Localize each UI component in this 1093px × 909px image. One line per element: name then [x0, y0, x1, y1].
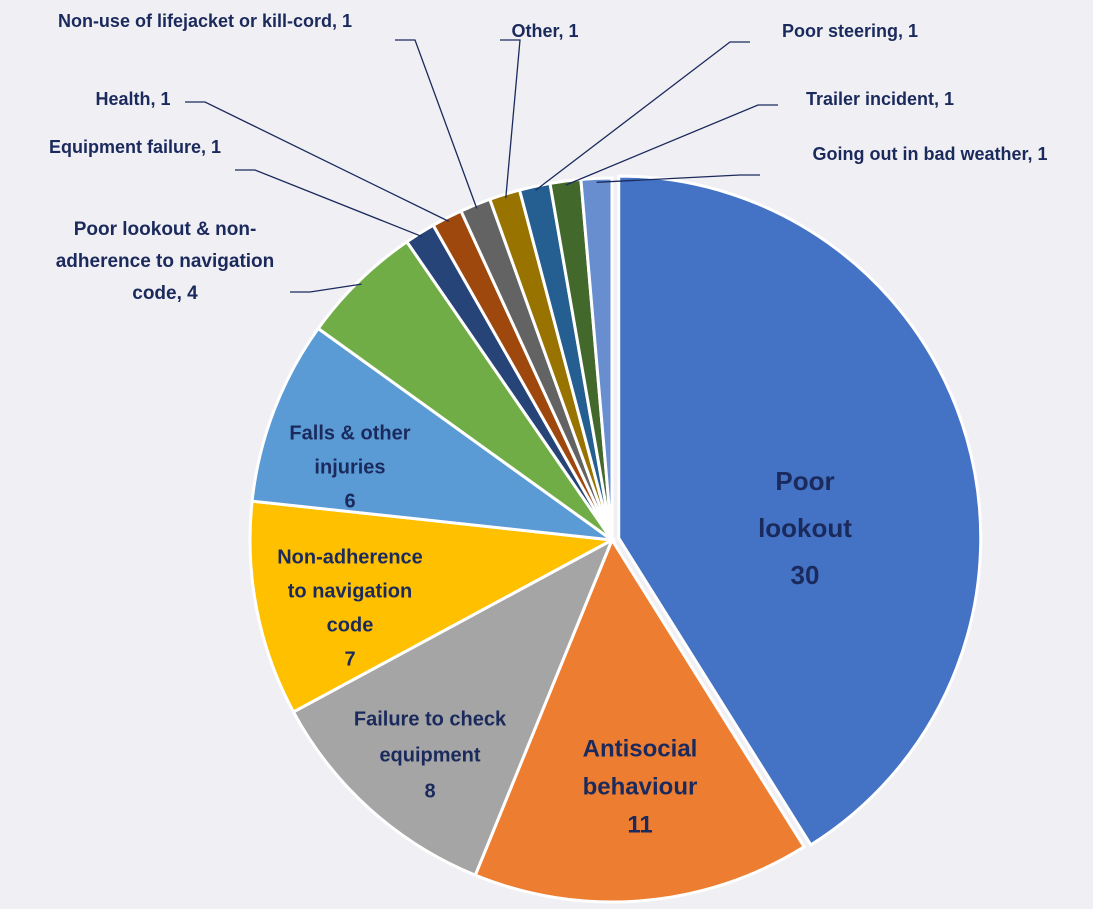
data-label: lookout — [758, 513, 852, 543]
data-label: equipment — [379, 744, 480, 766]
leader-line — [235, 169, 423, 238]
data-label: 7 — [344, 648, 355, 670]
data-label: Going out in bad weather, 1 — [812, 144, 1047, 164]
leader-line — [290, 283, 362, 293]
data-label: Poor — [775, 466, 834, 496]
leader-line — [185, 101, 450, 222]
data-label: Health, 1 — [95, 89, 170, 109]
data-label: Poor lookout & non- — [74, 219, 257, 240]
data-label: Trailer incident, 1 — [806, 89, 954, 109]
data-label: 11 — [627, 811, 652, 838]
data-label: Antisocial — [583, 735, 698, 762]
pie-slice — [248, 499, 617, 714]
pie-slice — [473, 536, 807, 904]
data-label: Poor steering, 1 — [782, 21, 918, 41]
data-label: code — [327, 614, 374, 636]
pie-slice — [617, 174, 983, 847]
data-label: code, 4 — [132, 283, 198, 304]
leader-line — [565, 104, 778, 186]
data-label: 6 — [344, 490, 355, 512]
pie-slice — [291, 536, 615, 878]
leader-line — [500, 39, 521, 199]
leader-line — [395, 39, 478, 209]
data-label: Falls & other — [289, 422, 410, 444]
data-label: to navigation — [288, 580, 412, 602]
data-label: Failure to check — [354, 708, 507, 730]
data-label: 30 — [791, 560, 820, 590]
leader-line — [596, 174, 760, 183]
leader-line — [535, 41, 750, 191]
data-label: behaviour — [583, 773, 698, 800]
data-label: 8 — [424, 780, 435, 802]
data-label: adherence to navigation — [56, 251, 275, 272]
pie-slice — [250, 326, 618, 543]
data-label: Non-use of lifejacket or kill-cord, 1 — [58, 11, 352, 31]
data-label: Equipment failure, 1 — [49, 137, 221, 157]
data-label: Non-adherence — [277, 546, 423, 568]
data-label: Other, 1 — [511, 21, 578, 41]
data-label: injuries — [314, 456, 385, 478]
